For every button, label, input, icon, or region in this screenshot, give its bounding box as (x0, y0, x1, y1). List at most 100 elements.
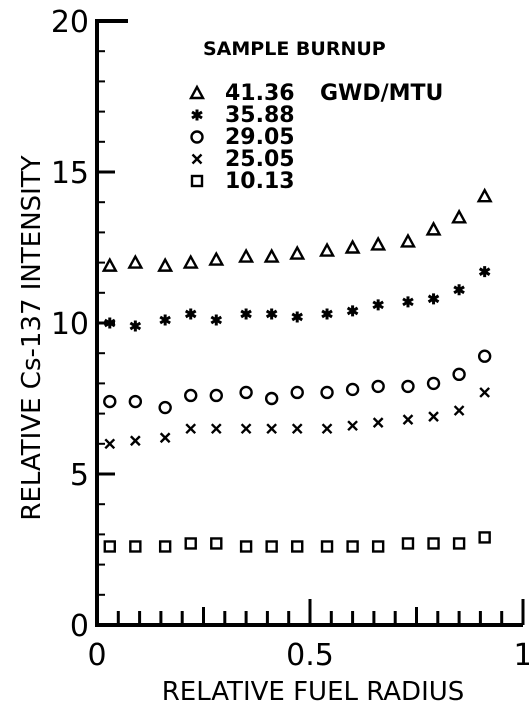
data-point-triangle (127, 254, 144, 269)
data-point-triangle (101, 257, 118, 272)
data-point-star (291, 311, 303, 323)
series-square (103, 531, 491, 553)
legend-marker-star (191, 109, 203, 121)
data-point-circle (320, 385, 334, 400)
data-point-square (265, 540, 278, 553)
data-point-cross (372, 417, 384, 429)
tick-labels: 0 5 10 15 20 0 0.5 1 (51, 5, 529, 673)
data-point-square (320, 540, 334, 553)
legend: SAMPLE BURNUP 41.36 GWD/MTU 35.8829.0525.0… (188, 38, 443, 194)
data-point-triangle (289, 245, 306, 260)
data-point-square (291, 540, 304, 553)
data-point-circle (371, 379, 385, 394)
legend-marker-square (190, 174, 204, 188)
series-triangle (101, 187, 493, 272)
legend-unit: GWD/MTU (320, 81, 443, 106)
legend-marker-triangle (188, 84, 206, 100)
data-point-triangle (263, 248, 280, 263)
data-point-star (346, 305, 359, 317)
data-point-star (159, 314, 171, 326)
series-star (104, 266, 491, 332)
y-tick-label: 0 (70, 609, 89, 644)
data-point-circle (290, 385, 304, 400)
y-tick-label: 10 (51, 307, 89, 342)
data-point-circle (401, 379, 415, 394)
data-point-triangle (451, 208, 468, 224)
data-point-square (452, 537, 466, 550)
axis-ticks (95, 50, 525, 625)
data-point-cross (453, 405, 465, 416)
data-point-cross (129, 435, 141, 447)
data-point-square (103, 540, 116, 553)
data-point-star (372, 299, 384, 311)
series-circle (103, 349, 492, 415)
data-point-circle (264, 391, 279, 406)
data-point-triangle (319, 242, 336, 257)
data-point-star (402, 296, 414, 308)
data-point-triangle (157, 257, 174, 272)
plot-frame (95, 19, 523, 627)
y-axis-label: RELATIVE Cs-137 INTENSITY (17, 155, 47, 520)
data-point-triangle (399, 232, 417, 248)
data-marks (101, 187, 493, 553)
data-point-triangle (476, 187, 493, 203)
data-point-square (210, 537, 223, 550)
legend-title: SAMPLE BURNUP (203, 38, 386, 60)
data-point-square (184, 537, 197, 550)
y-tick-label: 5 (70, 458, 89, 493)
data-point-circle (477, 349, 492, 363)
data-point-star (453, 284, 465, 296)
data-point-star (321, 308, 333, 320)
data-point-cross (402, 414, 414, 425)
legend-label: 29.05 (225, 125, 295, 150)
legend-marker-cross (191, 153, 203, 165)
data-point-square (239, 540, 253, 553)
data-point-square (401, 537, 415, 550)
data-point-cross (428, 411, 439, 422)
data-point-circle (345, 382, 360, 397)
legend-marker-circle (190, 130, 204, 144)
data-point-star (427, 293, 440, 305)
y-tick-label: 15 (51, 156, 89, 191)
legend-label: 25.05 (225, 147, 295, 172)
data-point-triangle (344, 238, 361, 254)
data-point-circle (452, 367, 466, 382)
data-point-triangle (208, 251, 225, 266)
data-point-cross (159, 432, 171, 444)
series-cross (104, 387, 491, 450)
data-point-square (129, 540, 142, 553)
data-point-star (210, 314, 223, 326)
legend-label: 35.88 (225, 103, 295, 128)
data-point-circle (209, 388, 223, 403)
data-point-cross (210, 423, 222, 435)
legend-label: 41.36 (225, 81, 295, 106)
y-tick-label: 20 (51, 5, 89, 40)
x-tick-label: 0.5 (286, 638, 334, 673)
legend-label: 10.13 (225, 169, 295, 194)
data-point-triangle (182, 254, 199, 269)
data-point-square (346, 540, 359, 553)
data-point-cross (291, 423, 303, 435)
data-point-circle (128, 394, 143, 409)
x-tick-label: 0 (87, 638, 106, 673)
data-point-circle (103, 394, 117, 409)
data-point-circle (158, 400, 172, 415)
data-point-triangle (425, 220, 442, 236)
data-point-cross (104, 438, 116, 450)
data-point-triangle (238, 248, 255, 263)
x-tick-label: 1 (513, 638, 529, 673)
data-point-star (478, 266, 491, 278)
data-point-star (184, 308, 197, 320)
data-point-star (240, 308, 252, 320)
data-point-square (427, 537, 440, 550)
data-point-square (158, 540, 172, 553)
data-point-cross (185, 423, 197, 435)
data-point-cross (240, 423, 252, 435)
data-point-square (478, 531, 491, 544)
data-point-cross (479, 387, 491, 398)
data-point-cross (321, 423, 333, 435)
data-point-square (371, 540, 385, 553)
data-point-star (129, 320, 142, 332)
